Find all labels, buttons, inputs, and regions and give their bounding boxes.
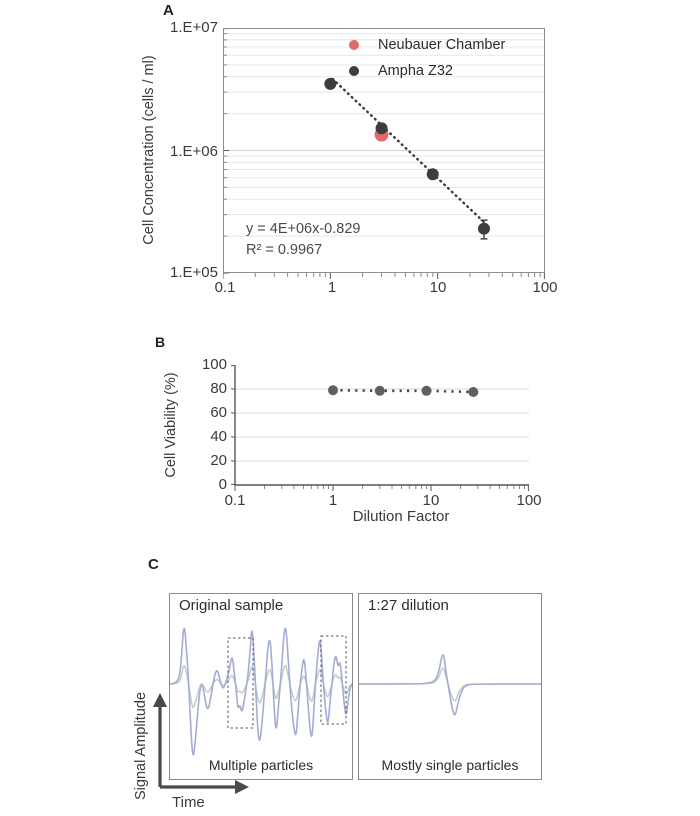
panel-b-xtick: 0.1 [224,492,246,509]
panel-a-xtick: 0.1 [214,279,236,296]
panel-b-plot [231,365,529,491]
panel-b-xtick: 100 [516,492,542,509]
panel-b-ytick: 100 [201,356,227,373]
legend-label: Neubauer Chamber [378,37,506,53]
panel-a-xtick: 100 [532,279,558,296]
signal-amplitude-axis-title: Signal Amplitude [133,691,149,801]
panel-b-ytick: 40 [210,428,227,445]
panel-a-label: A [163,2,174,19]
panel-b-label: B [155,334,166,350]
panel-b-ytick: 20 [210,452,227,469]
panel-a-ytick: 1.E+06 [170,143,218,160]
panel-b-x-axis-title: Dilution Factor [352,508,450,525]
ampha-marker-icon [349,66,359,76]
time-axis-title: Time [172,794,205,811]
panel-a-ytick: 1.E+07 [170,19,218,36]
right-arrow-icon [235,780,249,794]
panel-a-xtick: 1 [327,279,337,296]
dilution-sample-title: 1:27 dilution [368,597,449,614]
panel-c-label: C [148,556,159,573]
original-sample-box: Original sample Multiple particles [169,593,353,780]
panel-b-ytick: 80 [210,380,227,397]
multiple-particles-caption: Multiple particles [208,757,314,773]
panel-a-ytick: 1.E+05 [170,264,218,281]
legend-label: Ampha Z32 [378,63,453,79]
signal-axes-arrows [153,693,249,794]
legend-item-neubauer: Neubauer Chamber [349,36,505,54]
legend-item-ampha: Ampha Z32 [349,62,453,80]
panel-b-ytick: 60 [210,404,227,421]
panel-b-xtick: 1 [328,492,338,509]
trendline-r-squared: R² = 0.9967 [246,242,323,258]
panel-b-ytick: 0 [218,476,227,493]
trendline-equation: y = 4E+06x-0.829 [246,221,361,237]
signal-trace-plot [170,627,352,756]
dilution-sample-box: 1:27 dilution Mostly single particles [358,593,542,780]
panel-a-plot [223,28,545,279]
up-arrow-icon [153,693,167,707]
panel-b-xtick: 10 [422,492,440,509]
single-particles-caption: Mostly single particles [381,757,519,773]
signal-trace-plot [359,653,541,716]
neubauer-marker-icon [349,40,359,50]
panel-b-y-axis-title: Cell Viability (%) [163,372,179,478]
panel-a-xtick: 10 [429,279,447,296]
original-sample-title: Original sample [179,597,284,614]
